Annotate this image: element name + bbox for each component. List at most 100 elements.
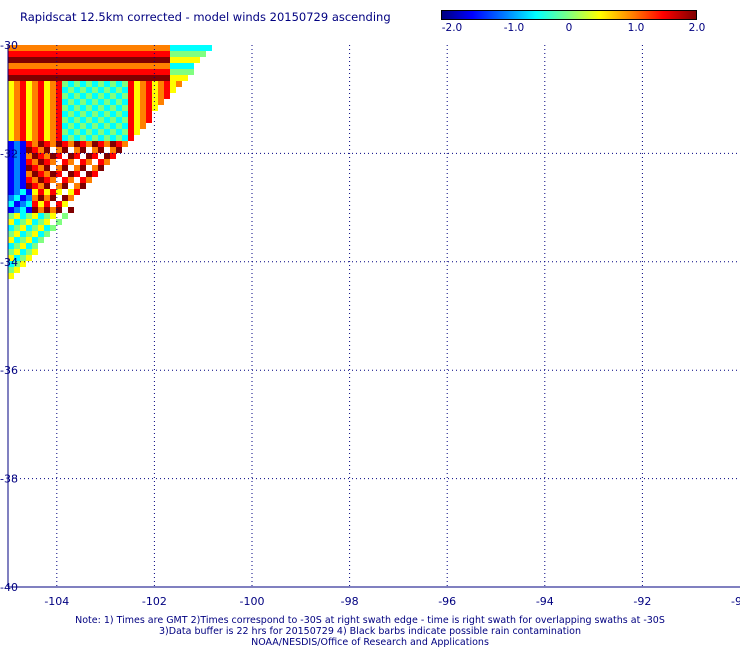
swath-cell [146,51,152,57]
swath-cell [62,147,68,153]
longitude-tick-label: -102 [142,595,167,608]
swath-cell [86,123,92,129]
swath-cell [20,183,26,189]
swath-cell [26,195,32,201]
swath-cell [8,81,14,87]
latitude-tick-label: -40 [0,581,18,594]
swath-cell [14,195,20,201]
swath-cell [74,123,80,129]
swath-cell [20,105,26,111]
swath-cell [62,117,68,123]
swath-cell [176,75,182,81]
swath-cell [44,153,50,159]
swath-cell [8,87,14,93]
swath-cell [20,243,26,249]
swath-cell [14,243,20,249]
swath-cell [140,63,146,69]
swath-cell [140,57,146,63]
swath-cell [44,135,50,141]
swath-cell [68,129,74,135]
swath-cell [20,111,26,117]
swath-cell [14,159,20,165]
swath-cell [134,75,140,81]
swath-cell [32,117,38,123]
swath-cell [32,159,38,165]
swath-cell [26,93,32,99]
swath-cell [50,117,56,123]
swath-cell [164,87,170,93]
longitude-tick-label: -104 [44,595,69,608]
swath-cell [14,57,20,63]
swath-cell [128,123,134,129]
swath-cell [200,51,206,57]
swath-cell [8,129,14,135]
swath-cell [92,93,98,99]
swath-cell [32,87,38,93]
swath-cell [20,165,26,171]
swath-cell [26,231,32,237]
swath-cell [14,267,20,273]
swath-cell [170,75,176,81]
swath-cell [8,243,14,249]
swath-cell [68,51,74,57]
swath-cell [32,45,38,51]
note-line-2: 3)Data buffer is 22 hrs for 20150729 4) … [159,626,581,637]
swath-cell [20,93,26,99]
swath-cell [62,159,68,165]
swath-cell [38,159,44,165]
swath-cell [104,117,110,123]
swath-cell [116,69,122,75]
swath-cell [26,207,32,213]
swath-cell [116,45,122,51]
swath-cell [26,111,32,117]
swath-cell [44,195,50,201]
swath-cell [26,117,32,123]
swath-cell [14,225,20,231]
swath-cell [122,99,128,105]
swath-cell [56,141,62,147]
swath-cell [50,129,56,135]
swath-cell [74,117,80,123]
swath-cell [20,231,26,237]
swath-cell [110,99,116,105]
swath-cell [128,51,134,57]
swath-cell [44,147,50,153]
swath-cell [98,147,104,153]
swath-cell [152,45,158,51]
swath-cell [170,69,176,75]
swath-cell [20,159,26,165]
swath-cell [56,189,62,195]
swath-cell [8,123,14,129]
swath-cell [26,45,32,51]
swath-cell [20,135,26,141]
swath-cell [44,45,50,51]
swath-cell [98,111,104,117]
swath-cell [158,63,164,69]
swath-cell [104,153,110,159]
swath-cell [86,81,92,87]
swath-cell [68,117,74,123]
swath-cell [110,51,116,57]
swath-cell [38,177,44,183]
swath-cell [50,213,56,219]
swath-cell [104,111,110,117]
swath-cell [128,87,134,93]
swath-cell [32,207,38,213]
swath-cell [146,69,152,75]
swath-cell [38,69,44,75]
swath-cell [104,45,110,51]
swath-cell [74,111,80,117]
swath-cell [32,141,38,147]
swath-cell [8,141,14,147]
swath-cell [164,93,170,99]
swath-cell [14,105,20,111]
swath-cell [146,75,152,81]
swath-cell [32,81,38,87]
swath-cell [128,135,134,141]
swath-cell [110,87,116,93]
swath-cell [86,135,92,141]
swath-cell [14,111,20,117]
swath-cell [86,111,92,117]
swath-cell [170,63,176,69]
swath-cell [62,57,68,63]
